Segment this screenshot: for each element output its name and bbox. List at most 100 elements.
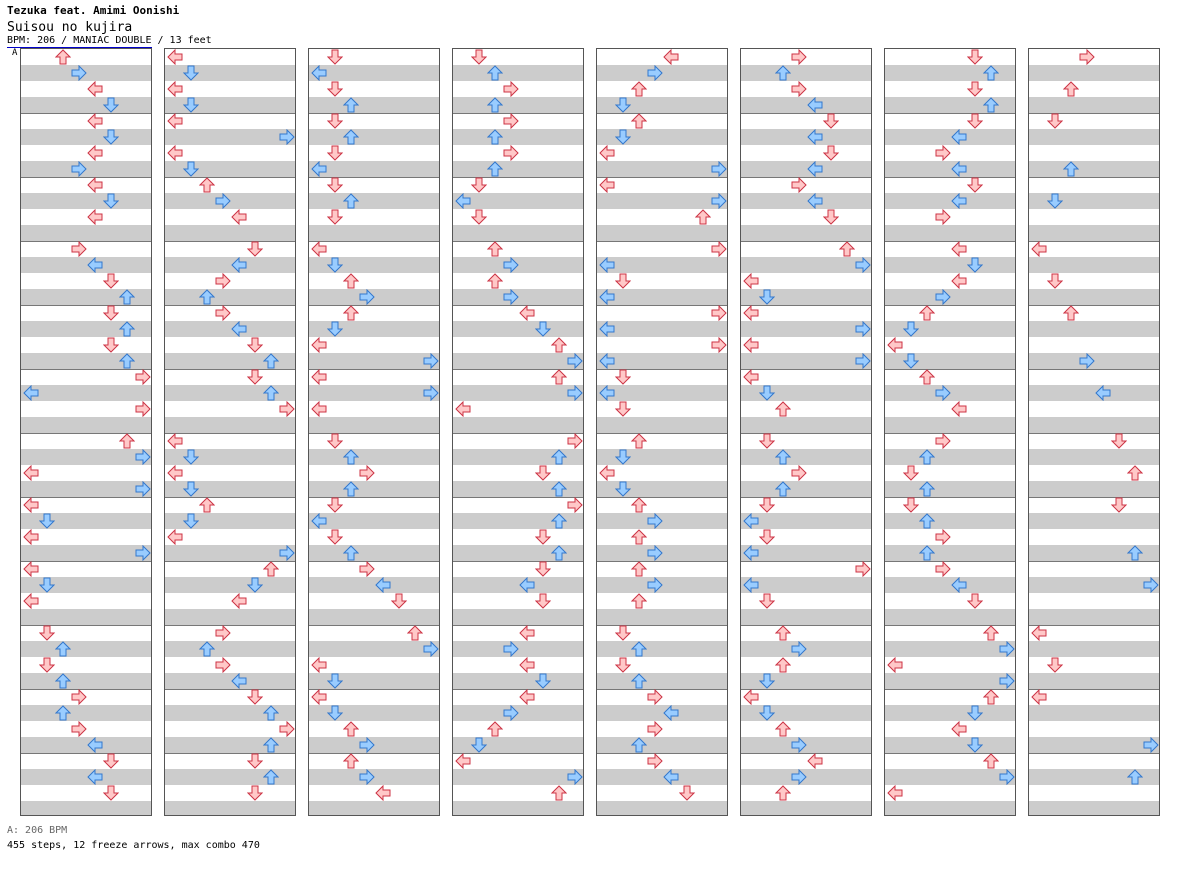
- step-arrow: [103, 129, 119, 145]
- measure-line: [453, 369, 583, 370]
- step-arrow: [759, 385, 775, 401]
- step-arrow: [903, 321, 919, 337]
- step-arrow: [647, 721, 663, 737]
- step-arrow: [23, 529, 39, 545]
- step-arrow: [967, 737, 983, 753]
- measure-line: [597, 305, 727, 306]
- step-arrow: [951, 273, 967, 289]
- measure-line: [21, 241, 151, 242]
- measure-line: [1029, 113, 1159, 114]
- step-arrow: [647, 689, 663, 705]
- step-arrow: [455, 193, 471, 209]
- step-arrow: [951, 193, 967, 209]
- step-arrow: [487, 129, 503, 145]
- step-arrow: [247, 785, 263, 801]
- step-arrow: [1063, 305, 1079, 321]
- step-arrow: [919, 513, 935, 529]
- step-arrow: [327, 321, 343, 337]
- measure-line: [741, 753, 871, 754]
- step-arrow: [87, 81, 103, 97]
- step-arrow: [663, 49, 679, 65]
- step-arrow: [471, 177, 487, 193]
- step-arrow: [343, 273, 359, 289]
- step-arrow: [743, 577, 759, 593]
- step-arrow: [263, 737, 279, 753]
- step-arrow: [791, 737, 807, 753]
- step-arrow: [999, 641, 1015, 657]
- step-arrow: [87, 769, 103, 785]
- step-arrow: [1127, 545, 1143, 561]
- step-arrow: [135, 545, 151, 561]
- step-arrow: [711, 241, 727, 257]
- step-arrow: [631, 81, 647, 97]
- step-arrow: [663, 769, 679, 785]
- step-arrow: [183, 97, 199, 113]
- measure-line: [597, 113, 727, 114]
- step-arrow: [327, 705, 343, 721]
- measure-line: [165, 497, 295, 498]
- step-arrow: [599, 353, 615, 369]
- measure-line: [309, 369, 439, 370]
- step-arrow: [407, 625, 423, 641]
- step-arrow: [743, 689, 759, 705]
- step-arrow: [343, 753, 359, 769]
- step-arrow: [535, 561, 551, 577]
- measure-line: [165, 177, 295, 178]
- step-arrow: [791, 769, 807, 785]
- step-arrow: [343, 449, 359, 465]
- step-arrow: [103, 305, 119, 321]
- step-arrow: [903, 497, 919, 513]
- measure-line: [597, 625, 727, 626]
- measure-line: [597, 497, 727, 498]
- step-arrow: [199, 497, 215, 513]
- step-arrow: [759, 289, 775, 305]
- step-arrow: [951, 401, 967, 417]
- step-arrow: [519, 625, 535, 641]
- step-arrow: [327, 49, 343, 65]
- step-arrow: [759, 593, 775, 609]
- measure-line: [741, 369, 871, 370]
- step-arrow: [167, 145, 183, 161]
- step-arrow: [135, 369, 151, 385]
- step-arrow: [535, 593, 551, 609]
- step-arrow: [615, 129, 631, 145]
- step-arrow: [487, 241, 503, 257]
- step-arrow: [1111, 433, 1127, 449]
- step-arrow: [807, 193, 823, 209]
- step-arrow: [487, 721, 503, 737]
- step-arrow: [343, 545, 359, 561]
- step-arrow: [743, 369, 759, 385]
- step-arrow: [87, 257, 103, 273]
- step-arrow: [487, 273, 503, 289]
- measure-line: [165, 113, 295, 114]
- measure-line: [21, 625, 151, 626]
- step-arrow: [935, 209, 951, 225]
- step-arrow: [551, 449, 567, 465]
- step-arrow: [167, 529, 183, 545]
- measure-line: [597, 241, 727, 242]
- step-arrow: [535, 529, 551, 545]
- step-arrow: [631, 737, 647, 753]
- step-arrow: [455, 753, 471, 769]
- step-arrow: [39, 577, 55, 593]
- step-arrow: [87, 177, 103, 193]
- measure-line: [21, 305, 151, 306]
- step-arrow: [263, 353, 279, 369]
- step-arrow: [279, 721, 295, 737]
- step-arrow: [743, 513, 759, 529]
- measure-line: [885, 753, 1015, 754]
- step-arrow: [823, 113, 839, 129]
- step-arrow: [39, 513, 55, 529]
- step-arrow: [615, 273, 631, 289]
- step-arrow: [359, 289, 375, 305]
- measure-line: [165, 369, 295, 370]
- measure-line: [885, 369, 1015, 370]
- chart-column-8: [1028, 48, 1160, 816]
- measure-line: [741, 625, 871, 626]
- step-arrow: [183, 449, 199, 465]
- measure-line: [741, 113, 871, 114]
- step-arrow: [55, 705, 71, 721]
- step-arrow: [471, 209, 487, 225]
- step-arrow: [103, 785, 119, 801]
- step-arrow: [951, 721, 967, 737]
